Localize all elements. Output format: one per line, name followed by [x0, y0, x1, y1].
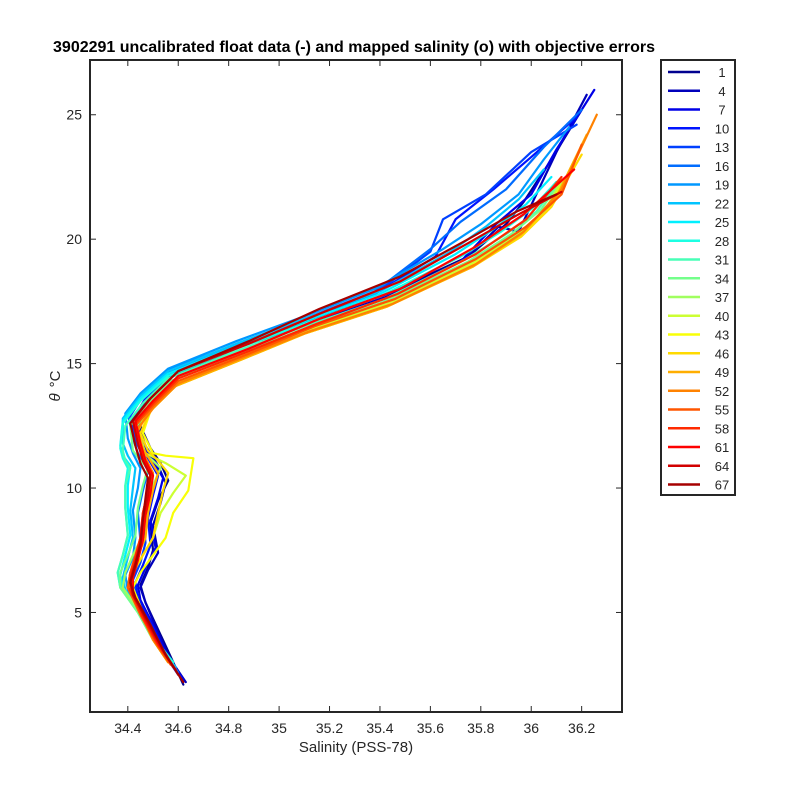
legend-entry-19: 19 [668, 178, 729, 193]
legend-label: 58 [715, 421, 729, 436]
legend-entry-16: 16 [668, 159, 729, 174]
x-tick-label: 35.6 [417, 720, 444, 736]
legend-label: 28 [715, 234, 729, 249]
y-axis-symbol: θ [47, 393, 64, 401]
legend-entry-52: 52 [668, 384, 729, 399]
legend-label: 61 [715, 440, 729, 455]
legend-label: 19 [715, 178, 729, 193]
legend-entry-40: 40 [668, 309, 729, 324]
legend-entry-43: 43 [668, 328, 729, 343]
legend-label: 64 [715, 459, 729, 474]
legend-label: 31 [715, 253, 729, 268]
legend-label: 37 [715, 290, 729, 305]
y-tick-label: 5 [74, 604, 82, 620]
legend-label: 52 [715, 384, 729, 399]
legend: 1 4 7 10 13 16 19 22 25 28 31 34 37 40 43 46 49 52 55 58 61 6… [660, 59, 736, 496]
legend-label: 25 [715, 215, 729, 230]
legend-entry-34: 34 [668, 271, 729, 286]
legend-entry-37: 37 [668, 290, 729, 305]
legend-entry-49: 49 [668, 365, 729, 380]
legend-label: 46 [715, 346, 729, 361]
legend-entry-28: 28 [668, 234, 729, 249]
plot-frame [89, 59, 623, 713]
legend-entry-61: 61 [668, 440, 729, 455]
legend-label: 13 [715, 140, 729, 155]
legend-label: 55 [715, 403, 729, 418]
legend-items: 1 4 7 10 13 16 19 22 25 28 31 34 37 40 43 46 49 52 55 58 61 6… [668, 65, 729, 493]
legend-label: 34 [715, 271, 729, 286]
x-tick-label: 34.6 [165, 720, 192, 736]
y-tick-label: 20 [66, 231, 82, 247]
x-tick-label: 36 [523, 720, 539, 736]
y-tick-label: 15 [66, 356, 82, 372]
y-axis-ticks: 5 10 15 20 25 [66, 107, 622, 620]
x-tick-label: 35 [271, 720, 287, 736]
legend-label: 10 [715, 121, 729, 136]
series-layer [116, 88, 598, 686]
series-line-19 [124, 126, 571, 671]
legend-entry-4: 4 [668, 84, 726, 99]
legend-label: 4 [718, 84, 725, 99]
legend-label: 22 [715, 196, 729, 211]
legend-entry-10: 10 [668, 121, 729, 136]
legend-entry-1: 1 [668, 65, 726, 80]
legend-label: 7 [718, 103, 725, 118]
legend-entry-31: 31 [668, 253, 729, 268]
legend-label: 16 [715, 159, 729, 174]
svg-text:θ°C: θ °C [47, 370, 64, 401]
legend-entry-55: 55 [668, 403, 729, 418]
x-tick-label: 34.4 [114, 720, 141, 736]
plot-area [90, 60, 622, 712]
legend-entry-58: 58 [668, 421, 729, 436]
legend-label: 1 [718, 65, 725, 80]
series-line-67 [129, 193, 558, 684]
legend-entry-13: 13 [668, 140, 729, 155]
legend-label: 43 [715, 328, 729, 343]
y-axis-label: θ °C [47, 370, 64, 401]
series-line-34 [119, 178, 563, 664]
x-tick-label: 35.4 [366, 720, 393, 736]
legend-entry-22: 22 [668, 196, 729, 211]
x-axis-ticks: 34.4 34.6 34.8 35 35.2 35.4 35.6 35.8 36 36.2 [114, 60, 595, 736]
x-tick-label: 36.2 [568, 720, 595, 736]
x-axis-label: Salinity (PSS-78) [299, 739, 413, 756]
y-tick-label: 10 [66, 480, 82, 496]
legend-label: 49 [715, 365, 729, 380]
x-tick-label: 35.2 [316, 720, 343, 736]
y-axis-unit: °C [47, 370, 64, 387]
legend-entry-46: 46 [668, 346, 729, 361]
chart-title: 3902291 uncalibrated float data (-) and … [53, 39, 655, 56]
legend-label: 67 [715, 478, 729, 493]
x-tick-label: 35.8 [467, 720, 494, 736]
legend-entry-7: 7 [668, 103, 726, 118]
legend-label: 40 [715, 309, 729, 324]
x-tick-label: 34.8 [215, 720, 242, 736]
legend-entry-64: 64 [668, 459, 729, 474]
legend-entry-67: 67 [668, 478, 729, 493]
legend-entry-25: 25 [668, 215, 729, 230]
y-tick-label: 25 [66, 107, 82, 123]
